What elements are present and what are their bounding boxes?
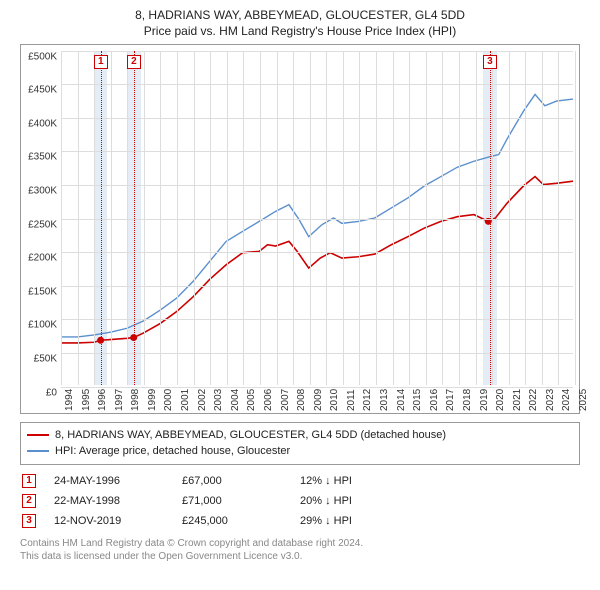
- sales-diff: 20% ↓ HPI: [300, 495, 400, 507]
- y-tick-label: £0: [46, 387, 57, 398]
- footer-text: Contains HM Land Registry data © Crown c…: [20, 537, 580, 563]
- legend-swatch: [27, 450, 49, 452]
- legend-label: HPI: Average price, detached house, Glou…: [55, 443, 290, 460]
- footer-line1: Contains HM Land Registry data © Crown c…: [20, 537, 580, 550]
- y-tick-label: £300K: [28, 185, 57, 196]
- y-tick-label: £200K: [28, 253, 57, 264]
- chart-container: 8, HADRIANS WAY, ABBEYMEAD, GLOUCESTER, …: [0, 0, 600, 590]
- band-marker-box: 1: [94, 55, 108, 69]
- sales-row: 1 24-MAY-1996 £67,000 12% ↓ HPI: [20, 471, 580, 491]
- sales-date: 12-NOV-2019: [54, 515, 164, 527]
- y-tick-label: £450K: [28, 85, 57, 96]
- series-hpi: [61, 94, 573, 336]
- y-tick-label: £50K: [34, 353, 57, 364]
- sales-marker-box: 1: [22, 474, 36, 488]
- sales-date: 22-MAY-1998: [54, 495, 164, 507]
- series-price_paid: [61, 176, 573, 342]
- y-tick-label: £350K: [28, 152, 57, 163]
- sales-date: 24-MAY-1996: [54, 475, 164, 487]
- y-tick-label: £150K: [28, 286, 57, 297]
- legend-box: 8, HADRIANS WAY, ABBEYMEAD, GLOUCESTER, …: [20, 422, 580, 465]
- plot-region: 1 2 3: [61, 51, 573, 385]
- footer-line2: This data is licensed under the Open Gov…: [20, 550, 580, 563]
- sales-price: £71,000: [182, 495, 282, 507]
- band-marker-box: 3: [483, 55, 497, 69]
- sales-row: 2 22-MAY-1998 £71,000 20% ↓ HPI: [20, 491, 580, 511]
- y-tick-label: £100K: [28, 320, 57, 331]
- sales-table: 1 24-MAY-1996 £67,000 12% ↓ HPI 2 22-MAY-1998…: [20, 471, 580, 531]
- y-tick-label: £250K: [28, 219, 57, 230]
- sales-marker-box: 3: [22, 514, 36, 528]
- legend-row: 8, HADRIANS WAY, ABBEYMEAD, GLOUCESTER, …: [27, 427, 573, 444]
- band-marker-box: 2: [127, 55, 141, 69]
- y-tick-label: £500K: [28, 51, 57, 62]
- chart-svg: [61, 51, 573, 385]
- sales-marker-box: 2: [22, 494, 36, 508]
- sales-price: £245,000: [182, 515, 282, 527]
- x-axis: 1994199519961997199819992000200120022003…: [61, 385, 573, 413]
- sales-price: £67,000: [182, 475, 282, 487]
- y-axis: £0£50K£100K£150K£200K£250K£300K£350K£400…: [21, 51, 61, 385]
- legend-swatch: [27, 434, 49, 436]
- sales-diff: 29% ↓ HPI: [300, 515, 400, 527]
- sales-row: 3 12-NOV-2019 £245,000 29% ↓ HPI: [20, 511, 580, 531]
- band-center-line: [134, 51, 135, 385]
- band-center-line: [490, 51, 491, 385]
- band-center-line: [101, 51, 102, 385]
- chart-title-line1: 8, HADRIANS WAY, ABBEYMEAD, GLOUCESTER, …: [10, 8, 590, 24]
- y-tick-label: £400K: [28, 118, 57, 129]
- legend-label: 8, HADRIANS WAY, ABBEYMEAD, GLOUCESTER, …: [55, 427, 446, 444]
- sales-diff: 12% ↓ HPI: [300, 475, 400, 487]
- chart-title-line2: Price paid vs. HM Land Registry's House …: [10, 24, 590, 38]
- legend-row: HPI: Average price, detached house, Glou…: [27, 443, 573, 460]
- chart-area: £0 £50K £100K £150K £200K £250K £300K £350K £400…: [20, 44, 580, 414]
